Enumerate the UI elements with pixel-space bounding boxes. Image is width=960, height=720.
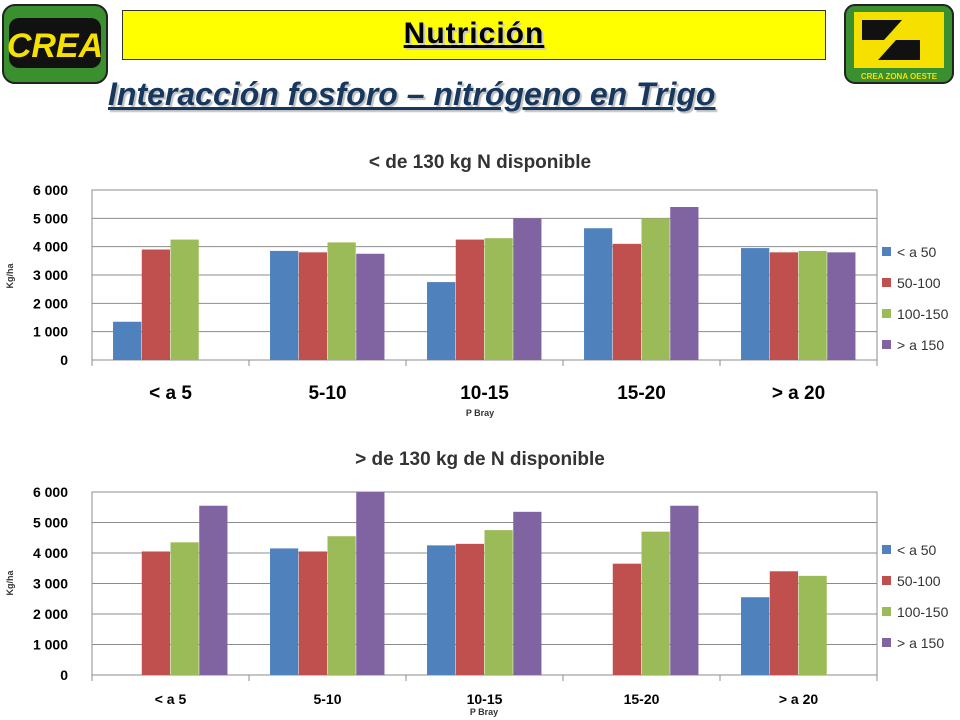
bar: [327, 242, 356, 360]
y-tick-label: 3 000: [33, 576, 68, 592]
x-tick-label: 5-10: [313, 691, 341, 707]
bar: [141, 551, 170, 675]
x-tick-label: > a 20: [772, 383, 825, 404]
bar: [741, 597, 770, 675]
legend-label: < a 50: [897, 244, 937, 260]
legend-swatch: [882, 340, 891, 349]
bar: [641, 531, 670, 675]
bar: [455, 543, 484, 675]
legend-swatch: [882, 576, 891, 585]
bar: [798, 250, 827, 360]
legend-swatch: [882, 247, 891, 256]
legend-label: 100-150: [897, 306, 949, 322]
bar: [170, 239, 199, 360]
y-tick-label: 2 000: [33, 295, 68, 311]
y-tick-label: 1 000: [33, 324, 68, 340]
bar: [455, 239, 484, 360]
bar: [298, 252, 327, 360]
chart-low-nitrogen: < de 130 kg N disponible 0 1 000 2 000 3 00…: [5, 152, 949, 418]
y-tick-label: 5 000: [33, 210, 68, 226]
bar: [612, 243, 641, 360]
x-tick-label: 10-15: [467, 691, 503, 707]
title-banner: Nutrición: [122, 10, 826, 60]
y-axis-label: Kg/ha: [5, 263, 15, 289]
bar: [741, 248, 770, 360]
y-tick-label: 6 000: [33, 182, 68, 198]
bar: [356, 253, 385, 360]
bar: [199, 505, 228, 675]
crea-logo-text: CREA: [7, 27, 103, 65]
banner-title: Nutrición: [403, 17, 545, 50]
bar: [484, 530, 513, 675]
crea-zona-oeste-logo: CREA ZONA OESTE: [844, 4, 954, 84]
legend-label: 50-100: [897, 573, 941, 589]
legend-swatch: [882, 638, 891, 647]
x-tick-label: < a 5: [155, 691, 187, 707]
legend-label: > a 150: [897, 337, 944, 353]
bar: [769, 571, 798, 675]
y-tick-label: 4 000: [33, 239, 68, 255]
legend-label: < a 50: [897, 542, 937, 558]
zona-oeste-logo-text: CREA ZONA OESTE: [861, 72, 938, 81]
x-tick-label: 15-20: [624, 691, 660, 707]
bar: [670, 207, 699, 360]
bar: [141, 249, 170, 360]
chart-title: < de 130 kg N disponible: [369, 152, 591, 173]
y-tick-label: 0: [60, 352, 68, 368]
bar: [113, 321, 142, 360]
bar: [612, 563, 641, 675]
x-tick-label: < a 5: [149, 383, 192, 404]
bar: [769, 252, 798, 360]
y-tick-label: 5 000: [33, 515, 68, 531]
legend-swatch: [882, 309, 891, 318]
legend-label: 50-100: [897, 275, 941, 291]
bar: [298, 551, 327, 675]
chart-title: > de 130 kg de N disponible: [355, 449, 605, 470]
y-axis-label: Kg/ha: [5, 570, 15, 596]
slide-subtitle: Interacción fosforo – nitrógeno en Trigo: [108, 76, 716, 112]
chart-high-nitrogen: > de 130 kg de N disponible 0 1 000 2 000 3…: [5, 449, 949, 717]
bar: [427, 282, 456, 360]
legend-swatch: [882, 278, 891, 287]
y-tick-label: 1 000: [33, 637, 68, 653]
bar: [170, 542, 199, 675]
x-axis-label: P Bray: [470, 707, 498, 717]
crea-logo: CREA: [2, 4, 108, 84]
bar: [513, 218, 542, 360]
bar: [798, 575, 827, 675]
bar: [327, 536, 356, 675]
x-tick-label: 5-10: [308, 383, 346, 404]
x-tick-label: 15-20: [617, 383, 666, 404]
legend-swatch: [882, 545, 891, 554]
bar: [270, 548, 299, 675]
bar: [427, 545, 456, 675]
y-tick-label: 4 000: [33, 545, 68, 561]
x-tick-label: 10-15: [460, 383, 509, 404]
bar: [513, 511, 542, 675]
x-tick-label: > a 20: [779, 691, 819, 707]
y-tick-label: 2 000: [33, 606, 68, 622]
x-axis-label: P Bray: [466, 408, 494, 418]
legend-label: 100-150: [897, 604, 949, 620]
y-tick-label: 0: [60, 667, 68, 683]
bar: [270, 250, 299, 360]
legend-swatch: [882, 607, 891, 616]
bar: [356, 492, 385, 675]
bar: [827, 252, 856, 360]
bar: [484, 238, 513, 360]
y-tick-label: 3 000: [33, 267, 68, 283]
y-tick-label: 6 000: [33, 484, 68, 500]
bar: [670, 505, 699, 675]
legend-label: > a 150: [897, 635, 944, 651]
bar: [584, 228, 613, 360]
bar: [641, 218, 670, 360]
